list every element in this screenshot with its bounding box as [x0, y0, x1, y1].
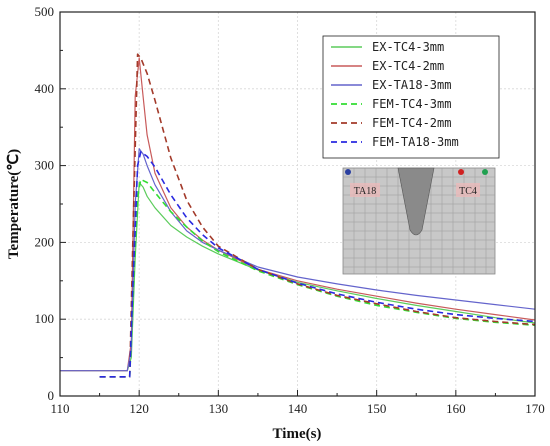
legend-label: FEM-TA18-3mm: [372, 135, 459, 149]
x-tick-label: 120: [129, 401, 149, 416]
legend-label: FEM-TC4-3mm: [372, 97, 451, 111]
series-line-fem-ta18-3mm: [99, 151, 536, 378]
x-tick-label: 160: [446, 401, 466, 416]
x-tick-label: 140: [288, 401, 308, 416]
y-tick-label: 0: [48, 388, 55, 403]
inset-mesh-image: TA18 TC4: [342, 167, 496, 275]
thermocouple-marker-red: [458, 169, 464, 175]
legend-label: EX-TA18-3mm: [372, 78, 451, 92]
x-tick-label: 170: [525, 401, 545, 416]
y-axis-title: Temperature(℃): [6, 149, 22, 259]
y-tick-label: 100: [35, 311, 55, 326]
y-tick-label: 300: [35, 158, 55, 173]
legend-label: FEM-TC4-2mm: [372, 116, 451, 130]
thermocouple-marker-blue: [345, 169, 351, 175]
x-axis-title: Time(s): [273, 426, 322, 442]
legend: EX-TC4-3mm EX-TC4-2mm EX-TA18-3mm FEM-TC4-3…: [322, 35, 500, 159]
series-line-fem-tc4-2mm: [99, 53, 536, 378]
x-tick-label: 130: [209, 401, 229, 416]
y-tick-label: 500: [35, 4, 55, 19]
label-tc4: TC4: [459, 186, 477, 197]
legend-label: EX-TC4-2mm: [372, 59, 444, 73]
y-tick-label: 400: [35, 81, 55, 96]
legend-box: [322, 35, 500, 159]
plot-border: [59, 11, 536, 397]
weld-zone: [397, 167, 435, 236]
label-ta18: TA18: [354, 186, 377, 197]
label-tc4-bg: [456, 183, 480, 197]
y-tick-label: 200: [35, 234, 55, 249]
thermocouple-marker-green: [482, 169, 488, 175]
x-tick-label: 110: [50, 401, 69, 416]
label-ta18-bg: [350, 183, 380, 197]
legend-label: EX-TC4-3mm: [372, 40, 444, 54]
series-lines: [60, 53, 536, 378]
tick-labels: 110 120 130 140 150 160 170 0 100 200 300 400 500: [35, 4, 545, 416]
x-tick-label: 150: [367, 401, 387, 416]
